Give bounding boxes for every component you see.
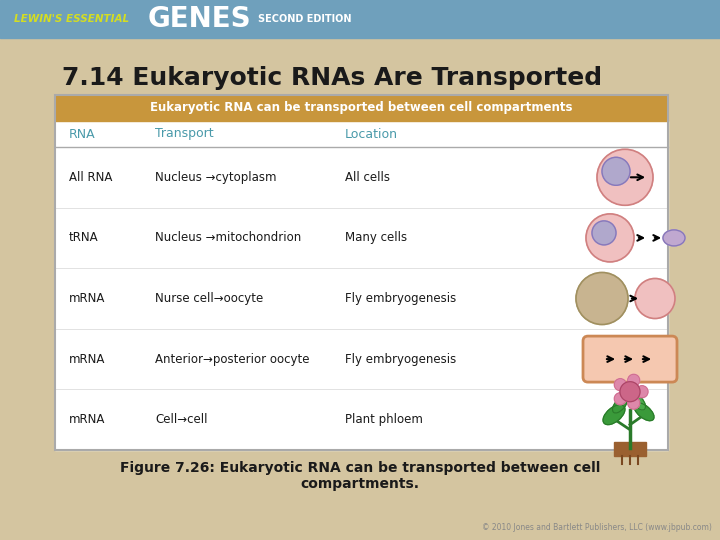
Text: tRNA: tRNA [69,232,99,245]
Text: compartments.: compartments. [300,477,420,491]
Text: Figure 7.26: Eukaryotic RNA can be transported between cell: Figure 7.26: Eukaryotic RNA can be trans… [120,461,600,475]
Text: 7.14 Eukaryotic RNAs Are Transported: 7.14 Eukaryotic RNAs Are Transported [62,66,602,90]
Bar [614,442,646,456]
Circle shape [614,393,626,405]
Ellipse shape [631,394,646,410]
Circle shape [614,379,626,390]
Text: Nucleus →mitochondrion: Nucleus →mitochondrion [155,232,301,245]
Text: Many cells: Many cells [345,232,407,245]
Text: RNA: RNA [69,127,96,140]
Text: mRNA: mRNA [69,353,105,366]
Text: © 2010 Jones and Bartlett Publishers, LLC (www.jbpub.com): © 2010 Jones and Bartlett Publishers, LL… [482,523,712,532]
Circle shape [636,386,648,397]
Circle shape [635,279,675,319]
Text: LEWIN'S ESSENTIAL: LEWIN'S ESSENTIAL [14,14,129,24]
Text: Nurse cell→oocyte: Nurse cell→oocyte [155,292,264,305]
Circle shape [628,397,639,409]
Text: Nucleus →cytoplasm: Nucleus →cytoplasm [155,171,276,184]
FancyBboxPatch shape [583,336,677,382]
Text: Fly embryogenesis: Fly embryogenesis [345,353,456,366]
Text: Cell→cell: Cell→cell [155,413,207,426]
Circle shape [597,149,653,205]
Ellipse shape [613,396,628,413]
Text: Anterior→posterior oocyte: Anterior→posterior oocyte [155,353,310,366]
Ellipse shape [634,403,654,421]
Circle shape [576,273,628,325]
Text: Eukaryotic RNA can be transported between cell compartments: Eukaryotic RNA can be transported betwee… [150,102,572,114]
Circle shape [602,157,630,185]
Bar [55,95,668,450]
Text: Fly embryogenesis: Fly embryogenesis [345,292,456,305]
Text: Plant phloem: Plant phloem [345,413,423,426]
Circle shape [586,214,634,262]
Bar [55,95,668,121]
Circle shape [620,382,640,402]
Text: Transport: Transport [155,127,214,140]
Ellipse shape [663,230,685,246]
Bar [55,95,668,450]
Text: mRNA: mRNA [69,413,105,426]
Text: GENES: GENES [148,5,251,33]
Text: mRNA: mRNA [69,292,105,305]
Bar [0,0,720,38]
Circle shape [628,374,639,386]
Circle shape [592,221,616,245]
Text: SECOND EDITION: SECOND EDITION [258,14,351,24]
Text: All cells: All cells [345,171,390,184]
Text: All RNA: All RNA [69,171,112,184]
Text: Location: Location [345,127,398,140]
Ellipse shape [603,405,625,424]
